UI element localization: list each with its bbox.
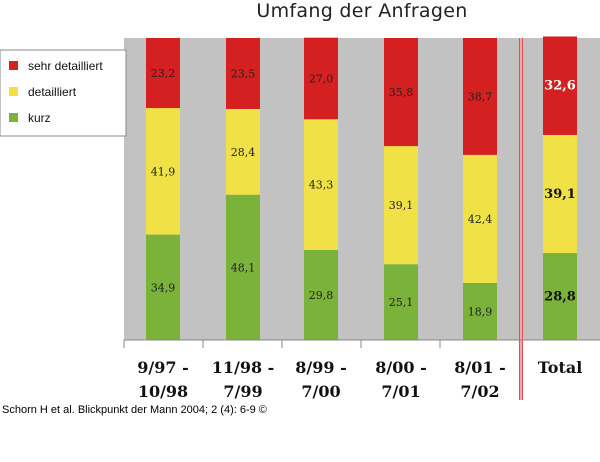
bar-detailliert-4 bbox=[384, 146, 418, 265]
bar-detailliert-3 bbox=[304, 119, 338, 251]
category-label-1-line-2: 10/98 bbox=[138, 382, 188, 401]
category-label-5: 8/01 - 7/02 bbox=[454, 358, 505, 401]
legend-swatch-detailliert bbox=[9, 87, 18, 96]
bar-sehr-detailliert-1 bbox=[146, 38, 180, 109]
bar-kurz-6 bbox=[543, 253, 577, 340]
bar-kurz-4 bbox=[384, 264, 418, 340]
bar-detailliert-5 bbox=[463, 154, 497, 283]
data-label-kurz-3: 29,8 bbox=[309, 289, 334, 302]
bar-sehr-detailliert-2 bbox=[226, 38, 260, 109]
data-label-kurz-5: 18,9 bbox=[468, 305, 493, 318]
legend: sehr detailliert detailliert kurz bbox=[0, 49, 127, 137]
data-label-sehr-detailliert-5: 38,7 bbox=[468, 90, 493, 103]
category-label-4: 8/00 - 7/01 bbox=[375, 358, 426, 401]
bar-sehr-detailliert-3 bbox=[304, 37, 338, 120]
category-label-4-line-1: 8/00 - bbox=[375, 358, 426, 377]
category-label-2-line-1: 11/98 - bbox=[212, 358, 275, 377]
data-label-sehr-detailliert-1: 23,2 bbox=[151, 67, 176, 80]
bar-sehr-detailliert-4 bbox=[384, 38, 418, 147]
bar-kurz-5 bbox=[463, 282, 497, 340]
category-label-6-line-1: Total bbox=[538, 358, 583, 377]
category-label-1-line-1: 9/97 - bbox=[137, 358, 188, 377]
legend-label-kurz: kurz bbox=[28, 111, 51, 125]
data-label-detailliert-4: 39,1 bbox=[389, 199, 414, 212]
bar-sehr-detailliert-5 bbox=[463, 38, 497, 155]
category-label-2-line-2: 7/99 bbox=[223, 382, 262, 401]
data-label-kurz-6: 28,8 bbox=[544, 290, 576, 305]
category-label-4-line-2: 7/01 bbox=[381, 382, 420, 401]
data-label-detailliert-6: 39,1 bbox=[544, 187, 576, 202]
data-label-kurz-2: 48,1 bbox=[231, 261, 256, 274]
bar-detailliert-2 bbox=[226, 108, 260, 195]
category-label-3-line-1: 8/99 - bbox=[295, 358, 346, 377]
bar-kurz-2 bbox=[226, 194, 260, 340]
legend-box bbox=[0, 49, 127, 137]
data-label-sehr-detailliert-4: 35,8 bbox=[389, 86, 414, 99]
category-label-3: 8/99 - 7/00 bbox=[295, 358, 346, 401]
bar-detailliert-6 bbox=[543, 134, 577, 254]
data-label-sehr-detailliert-2: 23,5 bbox=[231, 67, 256, 80]
legend-label-detailliert: detailliert bbox=[28, 85, 77, 99]
data-label-detailliert-3: 43,3 bbox=[309, 179, 334, 192]
citation: Schorn H et al. Blickpunkt der Mann 2004… bbox=[2, 404, 267, 416]
category-label-2: 11/98 - 7/99 bbox=[212, 358, 275, 401]
bar-kurz-3 bbox=[304, 250, 338, 340]
data-label-kurz-4: 25,1 bbox=[389, 296, 414, 309]
category-label-5-line-1: 8/01 - bbox=[454, 358, 505, 377]
bar-kurz-1 bbox=[146, 234, 180, 340]
data-label-detailliert-5: 42,4 bbox=[468, 213, 493, 226]
plot-area bbox=[124, 38, 600, 340]
data-label-detailliert-1: 41,9 bbox=[151, 165, 176, 178]
category-label-5-line-2: 7/02 bbox=[460, 382, 499, 401]
data-label-kurz-1: 34,9 bbox=[151, 281, 176, 294]
bar-sehr-detailliert-6 bbox=[543, 36, 577, 135]
bar-detailliert-1 bbox=[146, 108, 180, 235]
data-label-detailliert-2: 28,4 bbox=[231, 146, 256, 159]
category-label-6: Total bbox=[538, 358, 583, 377]
category-label-1: 9/97 - 10/98 bbox=[137, 358, 188, 401]
legend-label-sehr-detailliert: sehr detailliert bbox=[28, 59, 103, 73]
data-label-sehr-detailliert-6: 32,6 bbox=[544, 79, 576, 94]
legend-swatch-kurz bbox=[9, 113, 18, 122]
category-label-3-line-2: 7/00 bbox=[301, 382, 340, 401]
data-label-sehr-detailliert-3: 27,0 bbox=[309, 72, 334, 85]
chart-title: Umfang der Anfragen bbox=[256, 0, 468, 22]
legend-swatch-sehr-detailliert bbox=[9, 61, 18, 70]
